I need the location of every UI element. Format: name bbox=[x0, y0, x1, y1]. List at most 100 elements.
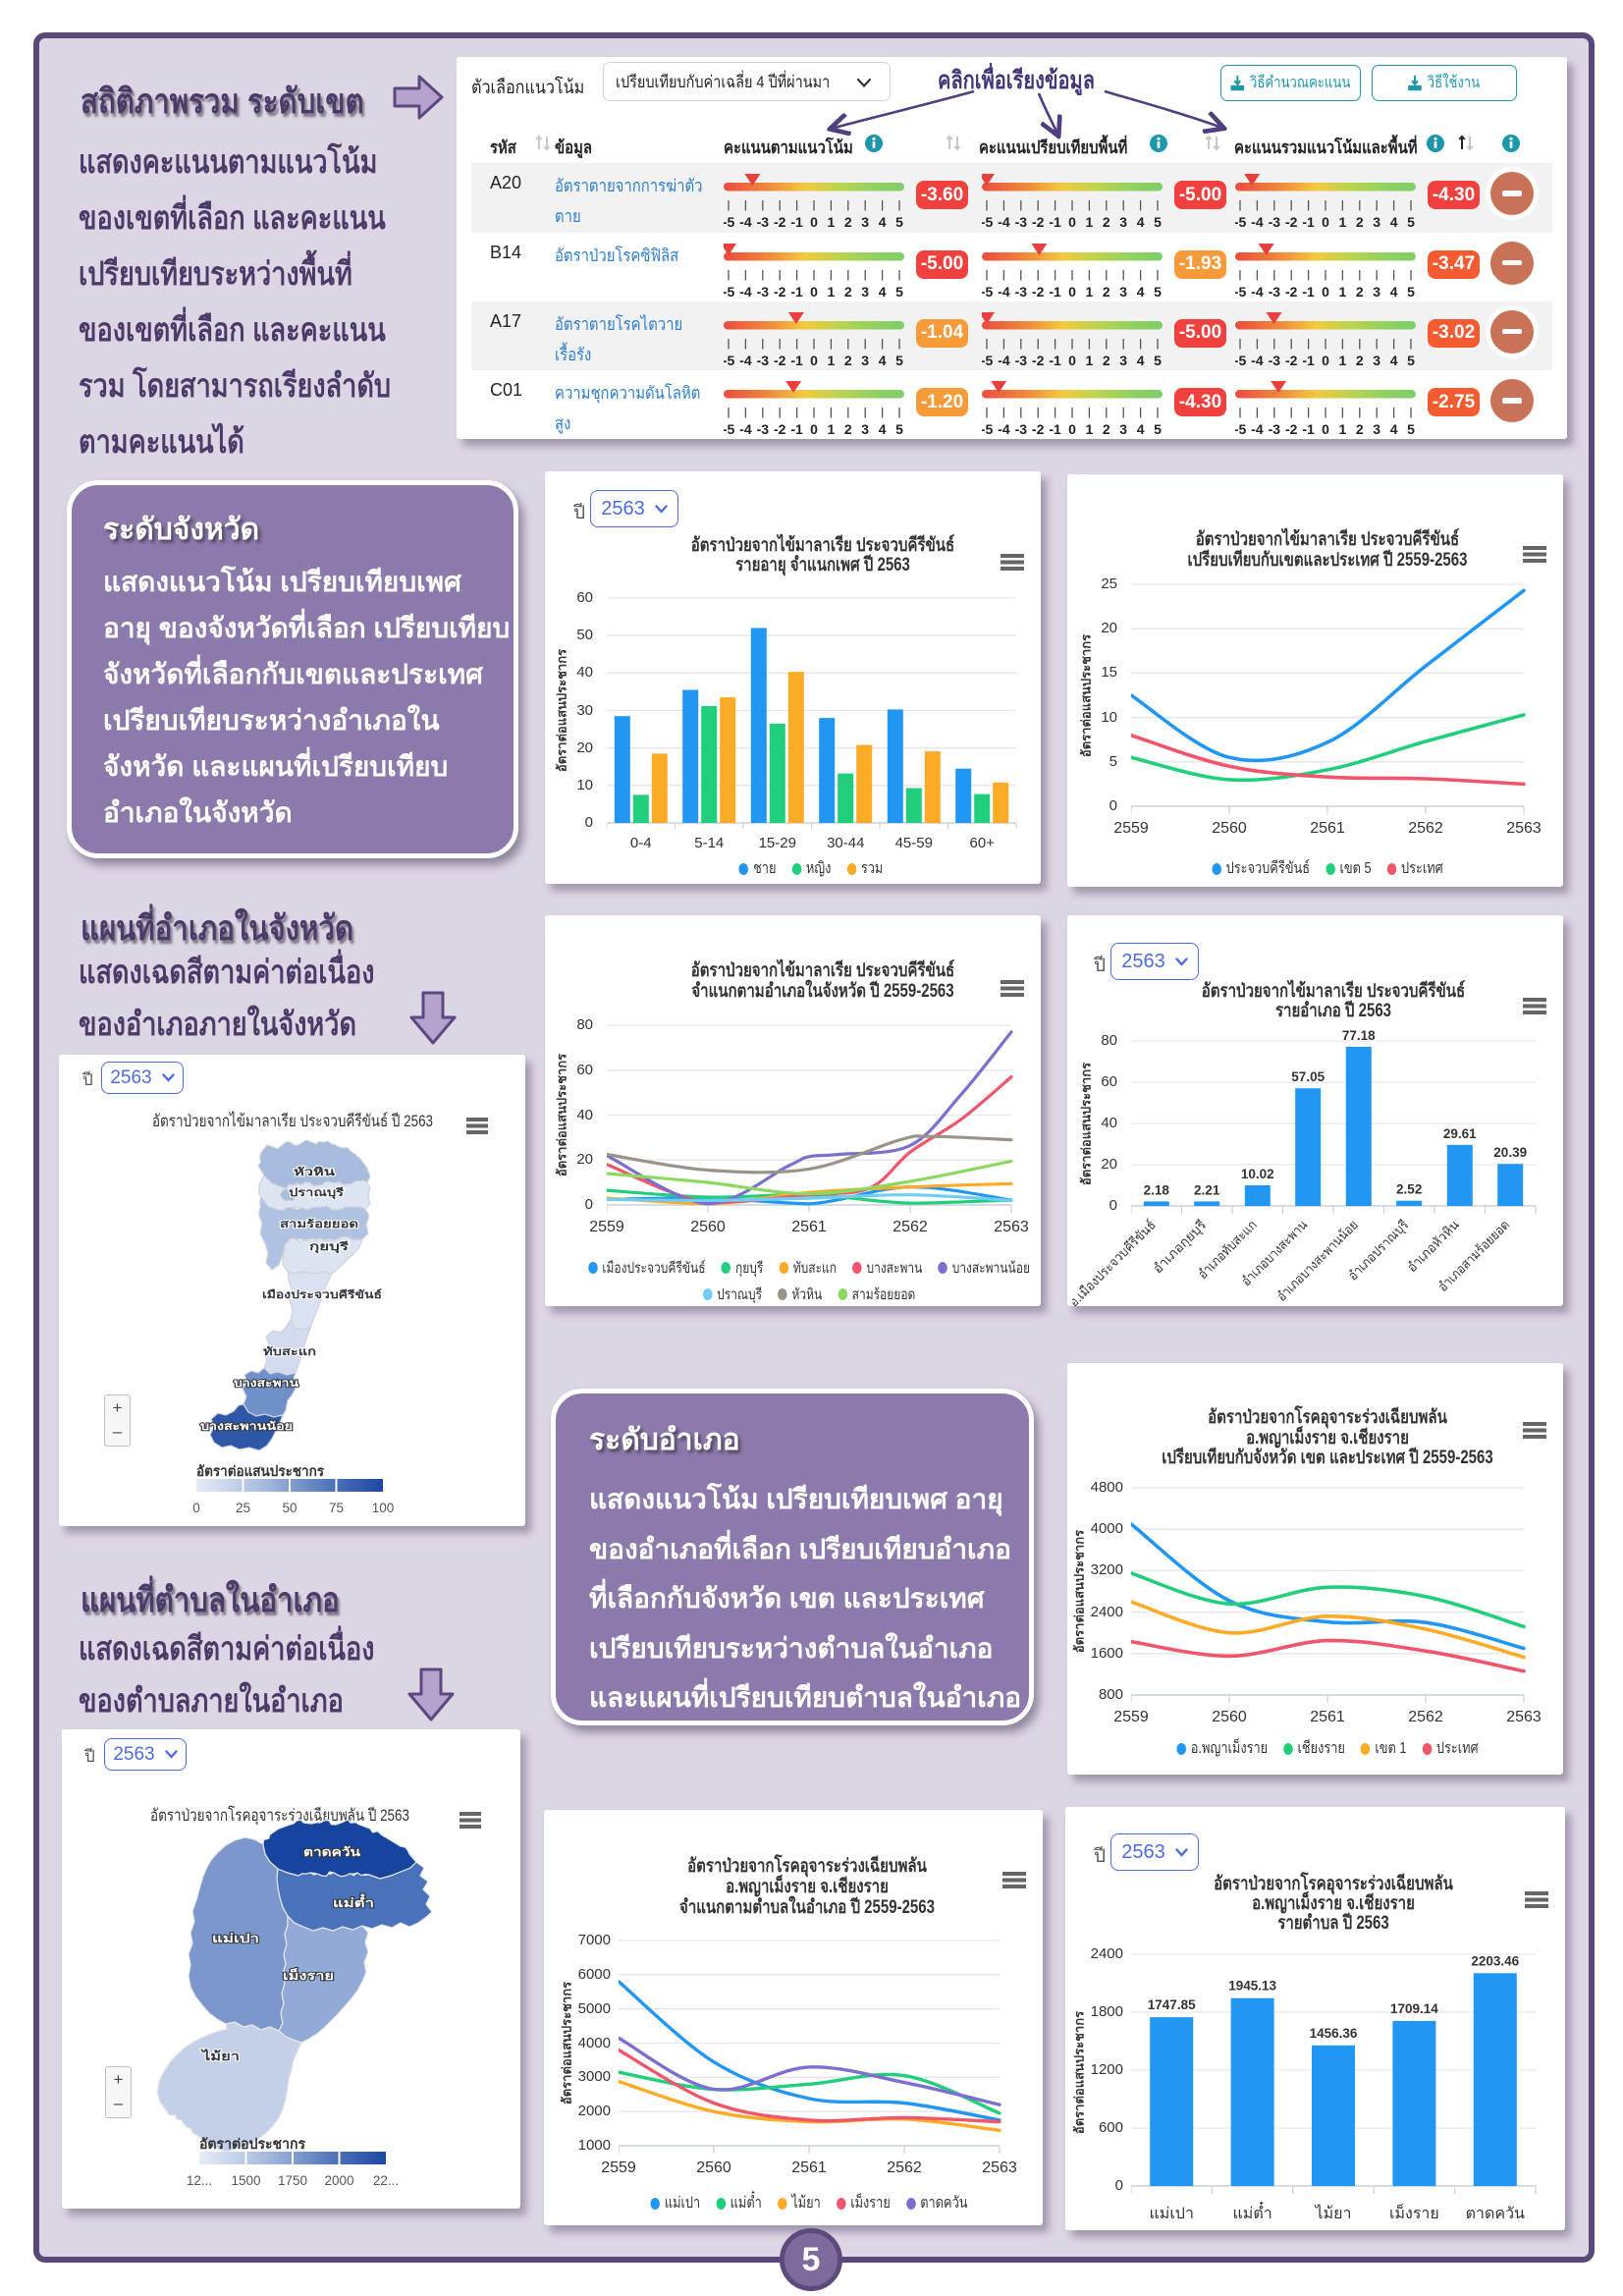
svg-text:2: 2 bbox=[1103, 284, 1110, 300]
svg-text:-2: -2 bbox=[1285, 214, 1298, 230]
svg-text:ปราณบุรี: ปราณบุรี bbox=[289, 1186, 344, 1200]
svg-text:0: 0 bbox=[1322, 284, 1329, 300]
svg-text:กุยบุรี: กุยบุรี bbox=[309, 1240, 349, 1254]
svg-text:3: 3 bbox=[1373, 353, 1380, 368]
svg-text:3: 3 bbox=[861, 353, 869, 368]
svg-text:1: 1 bbox=[1086, 421, 1094, 437]
svg-text:-3: -3 bbox=[1269, 284, 1281, 300]
svg-text:-1: -1 bbox=[1049, 284, 1061, 300]
svg-text:1: 1 bbox=[1086, 214, 1094, 230]
svg-text:-5: -5 bbox=[724, 284, 734, 300]
svg-text:-1: -1 bbox=[1049, 214, 1061, 230]
svg-text:12...: 12... bbox=[187, 2173, 212, 2188]
svg-text:-5: -5 bbox=[724, 421, 734, 437]
svg-text:-1: -1 bbox=[1049, 353, 1061, 368]
svg-text:4: 4 bbox=[1137, 353, 1145, 368]
svg-text:5: 5 bbox=[895, 421, 903, 437]
svg-text:0: 0 bbox=[1322, 421, 1329, 437]
svg-text:22...: 22... bbox=[373, 2173, 399, 2188]
svg-text:-4: -4 bbox=[739, 353, 752, 368]
svg-text:1: 1 bbox=[1339, 284, 1347, 300]
svg-text:2: 2 bbox=[844, 421, 852, 437]
svg-text:5: 5 bbox=[1407, 353, 1415, 368]
svg-text:-3: -3 bbox=[757, 353, 770, 368]
svg-text:อัตราต่อแสนประชากร: อัตราต่อแสนประชากร bbox=[196, 1464, 324, 1480]
svg-text:3: 3 bbox=[861, 214, 869, 230]
svg-text:2: 2 bbox=[1103, 421, 1110, 437]
svg-text:10.02: 10.02 bbox=[1241, 1167, 1274, 1181]
svg-text:-4: -4 bbox=[739, 284, 752, 300]
svg-text:0: 0 bbox=[810, 421, 818, 437]
svg-text:4: 4 bbox=[1390, 353, 1398, 368]
svg-text:-3: -3 bbox=[757, 284, 770, 300]
svg-text:-2: -2 bbox=[774, 353, 786, 368]
svg-text:3: 3 bbox=[1373, 421, 1380, 437]
svg-text:3: 3 bbox=[1119, 214, 1127, 230]
svg-text:0: 0 bbox=[192, 1501, 200, 1515]
svg-text:-2: -2 bbox=[1032, 353, 1045, 368]
svg-text:2: 2 bbox=[1103, 214, 1110, 230]
svg-text:-4: -4 bbox=[739, 421, 752, 437]
svg-text:-1: -1 bbox=[1302, 214, 1315, 230]
svg-text:0: 0 bbox=[810, 284, 818, 300]
svg-text:-3: -3 bbox=[1269, 421, 1281, 437]
svg-text:-3: -3 bbox=[1015, 284, 1028, 300]
svg-text:5: 5 bbox=[895, 353, 903, 368]
svg-text:-5: -5 bbox=[724, 214, 734, 230]
svg-text:5: 5 bbox=[895, 214, 903, 230]
svg-text:-5: -5 bbox=[1235, 421, 1246, 437]
svg-text:-2: -2 bbox=[774, 284, 786, 300]
svg-text:3: 3 bbox=[861, 421, 869, 437]
svg-text:-4: -4 bbox=[1251, 214, 1264, 230]
svg-text:5: 5 bbox=[1407, 214, 1415, 230]
svg-text:0: 0 bbox=[1068, 284, 1076, 300]
svg-text:-2: -2 bbox=[1285, 284, 1298, 300]
svg-text:-5: -5 bbox=[982, 353, 993, 368]
svg-text:2.21: 2.21 bbox=[1194, 1182, 1220, 1197]
svg-text:3: 3 bbox=[1119, 284, 1127, 300]
svg-text:0: 0 bbox=[1322, 214, 1329, 230]
svg-text:4: 4 bbox=[879, 214, 887, 230]
svg-text:เมืองประจวบคีรีขันธ์: เมืองประจวบคีรีขันธ์ bbox=[262, 1288, 382, 1301]
svg-text:อ.เมืองประจวบคีรีขันธ์: อ.เมืองประจวบคีรีขันธ์ bbox=[1072, 1217, 1159, 1310]
svg-text:-4: -4 bbox=[998, 421, 1010, 437]
svg-text:-1: -1 bbox=[1302, 353, 1315, 368]
svg-text:-3: -3 bbox=[757, 214, 770, 230]
svg-text:2: 2 bbox=[1356, 214, 1364, 230]
svg-text:หัวหิน: หัวหิน bbox=[294, 1166, 336, 1178]
svg-text:แม่ต๋ำ: แม่ต๋ำ bbox=[333, 1893, 374, 1910]
svg-text:4: 4 bbox=[1390, 214, 1398, 230]
svg-text:5: 5 bbox=[1407, 284, 1415, 300]
svg-text:-2: -2 bbox=[1032, 421, 1045, 437]
svg-text:5: 5 bbox=[1154, 284, 1162, 300]
svg-text:1: 1 bbox=[1086, 284, 1094, 300]
svg-text:บางสะพานน้อย: บางสะพานน้อย bbox=[200, 1420, 293, 1433]
svg-text:2: 2 bbox=[1103, 353, 1110, 368]
svg-text:-4: -4 bbox=[1251, 421, 1264, 437]
svg-text:4: 4 bbox=[879, 284, 887, 300]
svg-text:5: 5 bbox=[1407, 421, 1415, 437]
svg-text:2203.46: 2203.46 bbox=[1471, 1953, 1519, 1968]
svg-text:0: 0 bbox=[810, 214, 818, 230]
svg-text:100: 100 bbox=[372, 1501, 395, 1515]
svg-text:3: 3 bbox=[1373, 214, 1380, 230]
svg-text:4: 4 bbox=[1137, 284, 1145, 300]
svg-text:5: 5 bbox=[1154, 214, 1162, 230]
svg-text:1: 1 bbox=[828, 214, 836, 230]
svg-text:แม่เปา: แม่เปา bbox=[212, 1932, 259, 1945]
svg-text:5: 5 bbox=[895, 284, 903, 300]
svg-text:อัตราต่อประชากร: อัตราต่อประชากร bbox=[199, 2137, 305, 2153]
svg-text:-5: -5 bbox=[982, 421, 993, 437]
svg-text:20.39: 20.39 bbox=[1493, 1145, 1527, 1160]
svg-text:3: 3 bbox=[1119, 353, 1127, 368]
svg-text:-5: -5 bbox=[1235, 214, 1246, 230]
svg-text:-2: -2 bbox=[1032, 284, 1045, 300]
svg-text:ตาดควัน: ตาดควัน bbox=[303, 1845, 361, 1859]
svg-text:50: 50 bbox=[282, 1501, 297, 1515]
svg-text:1: 1 bbox=[1339, 421, 1347, 437]
svg-text:-2: -2 bbox=[1032, 214, 1045, 230]
svg-text:3: 3 bbox=[1373, 284, 1380, 300]
svg-text:4: 4 bbox=[1137, 214, 1145, 230]
svg-text:75: 75 bbox=[329, 1501, 344, 1515]
svg-text:-2: -2 bbox=[1285, 421, 1298, 437]
